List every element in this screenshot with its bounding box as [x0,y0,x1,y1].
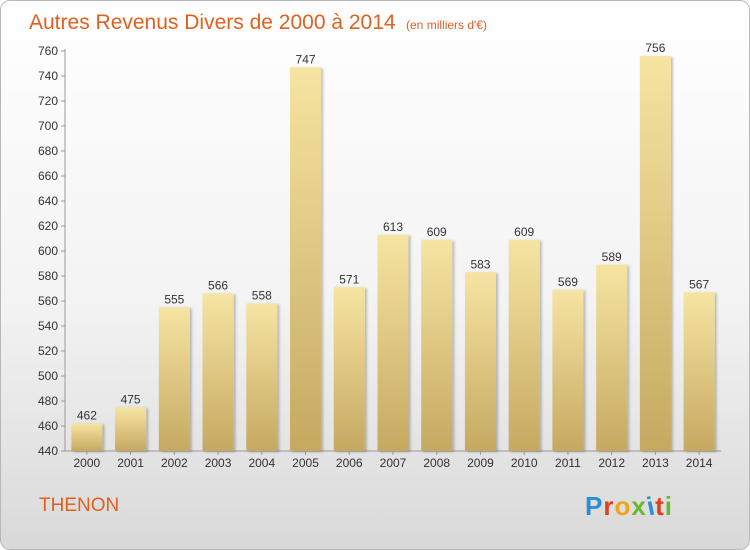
proxiti-logo: Proxiti [585,490,673,522]
bar-2009 [464,272,496,451]
bar-2007 [377,234,409,451]
bar-2000 [71,423,103,451]
value-label-2011: 569 [558,275,578,289]
y-tick-label: 700 [38,119,58,133]
logo-letter: i [664,491,673,521]
x-tick-label-2013: 2013 [642,456,669,470]
y-tick-label: 560 [38,294,58,308]
bar-2005 [290,67,322,451]
x-tick-label-2011: 2011 [555,456,581,470]
x-tick-label-2001: 2001 [117,456,144,470]
x-tick-label-2009: 2009 [467,456,494,470]
bar-2004 [246,303,278,451]
y-tick-label: 760 [38,44,58,58]
value-label-2009: 583 [470,257,490,271]
value-label-2005: 747 [296,52,316,66]
value-label-2002: 555 [164,292,184,306]
x-tick-label-2003: 2003 [205,456,232,470]
commune-name: THENON [39,495,120,516]
value-label-2001: 475 [121,392,141,406]
x-tick-label-2012: 2012 [598,456,625,470]
bar-2011 [552,289,584,451]
chart-title-text: Autres Revenus Divers de 2000 à 2014 [29,11,396,34]
logo-letter: x [631,491,647,521]
y-tick-label: 660 [38,169,58,183]
x-tick-label-2006: 2006 [336,456,363,470]
bar-2014 [683,292,715,451]
x-tick-label-2000: 2000 [74,456,101,470]
y-tick-label: 620 [38,219,58,233]
x-tick-label-2007: 2007 [380,456,407,470]
y-tick-label: 640 [38,194,58,208]
bar-2008 [421,239,453,451]
value-label-2010: 609 [514,225,534,239]
y-tick-label: 720 [38,94,58,108]
x-tick-label-2008: 2008 [423,456,450,470]
bar-2010 [508,239,540,451]
y-tick-label: 580 [38,269,58,283]
bar-2002 [158,307,190,451]
y-tick-label: 740 [38,69,58,83]
y-tick-label: 520 [38,344,58,358]
y-tick-label: 480 [38,394,58,408]
bar-2013 [639,56,671,451]
bar-2012 [596,264,628,451]
x-tick-label-2014: 2014 [686,456,713,470]
y-tick-label: 680 [38,144,58,158]
y-tick-label: 500 [38,369,58,383]
bar-2003 [202,293,234,451]
logo-letter: r [603,491,615,521]
y-tick-label: 600 [38,244,58,258]
chart-title: Autres Revenus Divers de 2000 à 2014 (en… [29,11,487,35]
x-tick-label-2004: 2004 [248,456,275,470]
value-label-2006: 571 [339,272,359,286]
value-label-2008: 609 [427,225,447,239]
x-tick-label-2010: 2010 [511,456,538,470]
value-label-2007: 613 [383,220,403,234]
value-label-2012: 589 [602,250,622,264]
chart-unit-text: (en milliers d'€) [406,18,487,32]
value-label-2003: 566 [208,279,228,293]
logo-letter: P [585,491,604,521]
value-label-2004: 558 [252,289,272,303]
y-tick-label: 440 [38,444,58,458]
x-tick-label-2002: 2002 [161,456,188,470]
x-tick-label-2005: 2005 [292,456,319,470]
value-label-2013: 756 [645,41,665,55]
y-tick-label: 540 [38,319,58,333]
logo-letter: t [655,491,665,521]
value-label-2014: 567 [689,277,709,291]
bar-2006 [333,287,365,451]
logo-letter: o [614,491,632,521]
y-tick-label: 460 [38,419,58,433]
value-label-2000: 462 [77,409,97,423]
bar-2001 [115,407,147,451]
